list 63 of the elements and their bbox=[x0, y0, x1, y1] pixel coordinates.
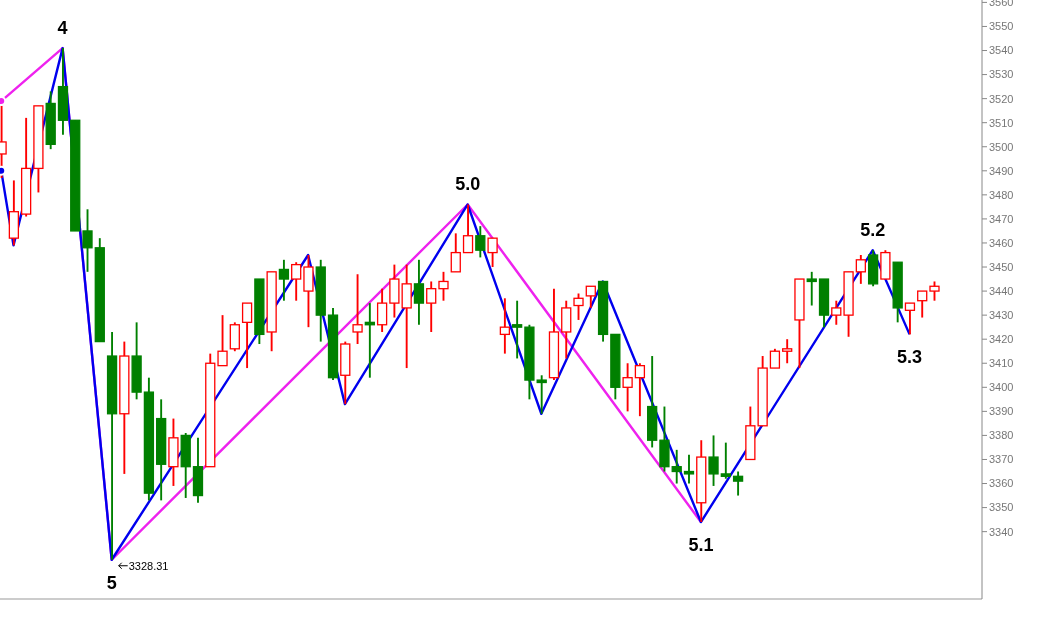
candlestick bbox=[499, 297, 511, 355]
candlestick bbox=[376, 287, 388, 333]
y-tick-label: 3540 bbox=[989, 44, 1014, 57]
candlestick bbox=[291, 261, 302, 302]
candlestick bbox=[831, 299, 842, 326]
candlestick bbox=[573, 292, 584, 321]
y-tick-label: 3470 bbox=[989, 212, 1014, 225]
y-tick-label: 3440 bbox=[989, 284, 1014, 297]
y-tick-label: 3480 bbox=[989, 188, 1014, 201]
annotation: 5.1 bbox=[688, 535, 714, 556]
candlestick bbox=[278, 258, 290, 302]
candlestick bbox=[585, 285, 596, 309]
candlestick bbox=[426, 280, 437, 333]
candlestick bbox=[720, 441, 731, 480]
y-tick-label: 3350 bbox=[989, 501, 1014, 514]
y-tick-label: 3340 bbox=[989, 525, 1014, 538]
candlestick bbox=[413, 258, 425, 326]
candlestick bbox=[536, 374, 547, 415]
annotation: 4 bbox=[57, 18, 68, 39]
annotation: 5.3 bbox=[897, 347, 923, 368]
y-tick-label: 3420 bbox=[989, 333, 1014, 346]
candlestick bbox=[708, 434, 719, 487]
candlestick bbox=[855, 254, 866, 285]
candlestick bbox=[82, 208, 93, 273]
y-tick-label: 3370 bbox=[989, 453, 1014, 466]
y-tick-label: 3550 bbox=[989, 20, 1014, 33]
candlestick bbox=[806, 270, 817, 307]
candlestick bbox=[241, 302, 253, 370]
y-tick-label: 3530 bbox=[989, 68, 1014, 81]
y-tick-label: 3510 bbox=[989, 116, 1014, 129]
y-tick-label: 3460 bbox=[989, 236, 1014, 249]
candlestick bbox=[622, 362, 633, 413]
candlestick bbox=[352, 273, 363, 345]
y-tick-label: 3380 bbox=[989, 429, 1014, 442]
y-tick-label: 3360 bbox=[989, 477, 1014, 490]
candlestick bbox=[782, 338, 793, 365]
annotation: 5.2 bbox=[860, 220, 886, 241]
candlestick bbox=[929, 280, 940, 302]
y-tick-label: 3520 bbox=[989, 92, 1014, 105]
data-label: 3328.31 bbox=[128, 559, 169, 572]
y-tick-label: 3450 bbox=[989, 260, 1014, 273]
y-tick-label: 3490 bbox=[989, 164, 1014, 177]
candlestick bbox=[487, 237, 498, 268]
candlestick bbox=[917, 290, 928, 319]
candlestick bbox=[475, 225, 486, 259]
candlestick bbox=[438, 270, 449, 302]
y-tick-label: 3430 bbox=[989, 309, 1014, 322]
annotation: 5 bbox=[106, 572, 117, 593]
annotation: 5.0 bbox=[455, 174, 481, 195]
candlestick bbox=[732, 470, 744, 497]
candlestick bbox=[671, 448, 682, 485]
candlestick bbox=[217, 314, 228, 367]
candlestick bbox=[450, 232, 461, 273]
candlestick bbox=[511, 299, 523, 360]
candlestick bbox=[462, 203, 474, 254]
y-tick-label: 3410 bbox=[989, 357, 1014, 370]
y-tick-label: 3500 bbox=[989, 140, 1014, 153]
candlestick bbox=[904, 302, 916, 336]
candlestick bbox=[769, 347, 781, 370]
candlestick bbox=[634, 362, 646, 418]
candlestick bbox=[683, 453, 695, 485]
y-tick-label: 3400 bbox=[989, 381, 1014, 394]
y-tick-label: 3390 bbox=[989, 405, 1014, 418]
